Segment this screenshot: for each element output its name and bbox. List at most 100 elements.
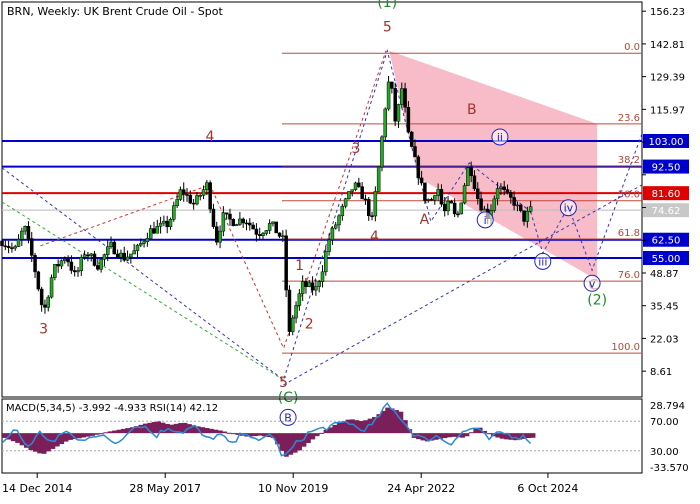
candle-body (343, 198, 348, 207)
wave-label: 3 (351, 141, 360, 157)
candle-body (208, 182, 212, 210)
macd-bar (455, 433, 461, 438)
candle-body (46, 296, 51, 308)
candle-body (284, 235, 288, 291)
macd-bar (156, 421, 161, 434)
candle-body (360, 186, 364, 200)
candle-body (304, 281, 308, 287)
wave-label-minor: i (484, 214, 487, 227)
candle-body (452, 202, 457, 215)
macd-bar (72, 433, 78, 440)
macd-bar (345, 419, 351, 434)
candle-body (181, 189, 186, 195)
candle-body (105, 246, 110, 255)
candle-body (152, 228, 156, 234)
candle-body (409, 131, 414, 147)
macd-bar (451, 433, 457, 437)
macd-bar (182, 422, 188, 434)
macd-bar (486, 433, 492, 435)
candle-body (327, 239, 331, 252)
candle-body (119, 252, 123, 258)
candle-body (198, 195, 202, 197)
candle-body (16, 238, 21, 247)
candle-body (271, 221, 275, 224)
candle-body (333, 224, 338, 229)
fib-label: 50.0 (618, 190, 640, 201)
candle-body (340, 205, 345, 217)
candle-body (439, 189, 444, 205)
candle-body (112, 241, 117, 255)
candle-body (492, 198, 497, 211)
candle-body (261, 233, 265, 236)
macd-bar (213, 429, 219, 434)
macd-bar (231, 433, 236, 435)
macd-bar (10, 433, 16, 442)
wave-label: 3 (39, 322, 48, 338)
candle-body (257, 234, 262, 236)
wave-circle (559, 199, 577, 217)
macd-bar (253, 433, 258, 436)
wave-label-major: (1) (377, 0, 397, 11)
candle-body (53, 264, 57, 278)
candle-body (148, 228, 153, 239)
candle-body (353, 182, 358, 190)
macd-bar (15, 433, 21, 443)
macd-bar (499, 433, 505, 439)
macd-bar (363, 420, 369, 434)
candle-body (466, 167, 470, 186)
macd-bar (116, 429, 122, 434)
candle-body (228, 213, 232, 220)
candle-body (168, 219, 173, 228)
candle-body (459, 202, 464, 215)
macd-bar (173, 423, 179, 434)
macd-bar (327, 427, 333, 434)
candle-body (324, 251, 328, 273)
main-plot-frame (1, 1, 643, 398)
candle-body (79, 257, 84, 271)
price-tick-label: 8.61 (650, 367, 672, 378)
candle-body (86, 254, 90, 257)
candle-body (201, 189, 206, 196)
candle-body (26, 226, 31, 239)
macd-bar (279, 433, 285, 451)
candle-body (469, 167, 473, 177)
macd-bar (169, 424, 175, 434)
macd-bar (147, 422, 153, 434)
candle-body (472, 175, 477, 190)
level-tag-label: 92.50 (652, 163, 681, 174)
fib-label: 23.6 (618, 113, 640, 124)
candle-body (96, 265, 100, 270)
candle-body (366, 199, 371, 217)
wave-circle (534, 252, 552, 270)
macd-bar (517, 433, 523, 440)
macd-bar (398, 411, 404, 434)
macd-bar (305, 433, 311, 443)
macd-bar (46, 433, 51, 452)
candle-body (238, 218, 242, 225)
candle-body (205, 182, 209, 190)
candle-body (135, 244, 140, 251)
price-axis: 103.00 92.50 81.60 62.50 55.00 74.62 156.23 142… (642, 7, 689, 378)
macd-bar (226, 432, 232, 434)
candle-body (158, 222, 163, 227)
candle-body (264, 230, 269, 234)
level-tag (643, 159, 689, 174)
candle-body (525, 211, 530, 222)
macd-bar (120, 428, 126, 434)
macd-bar (85, 433, 91, 437)
candle-body (429, 199, 434, 201)
wave-label-minor: ii (497, 131, 503, 144)
macd-bar (2, 433, 7, 438)
candle-body (267, 223, 272, 231)
candle-body (386, 81, 391, 110)
candle-body (99, 259, 103, 270)
candle-body (277, 232, 282, 237)
macd-bar (261, 433, 267, 437)
candle-body (350, 189, 354, 192)
candle-body (376, 166, 381, 192)
macd-bar (380, 410, 386, 434)
macd-bar (81, 433, 87, 438)
candle-body (248, 222, 252, 226)
